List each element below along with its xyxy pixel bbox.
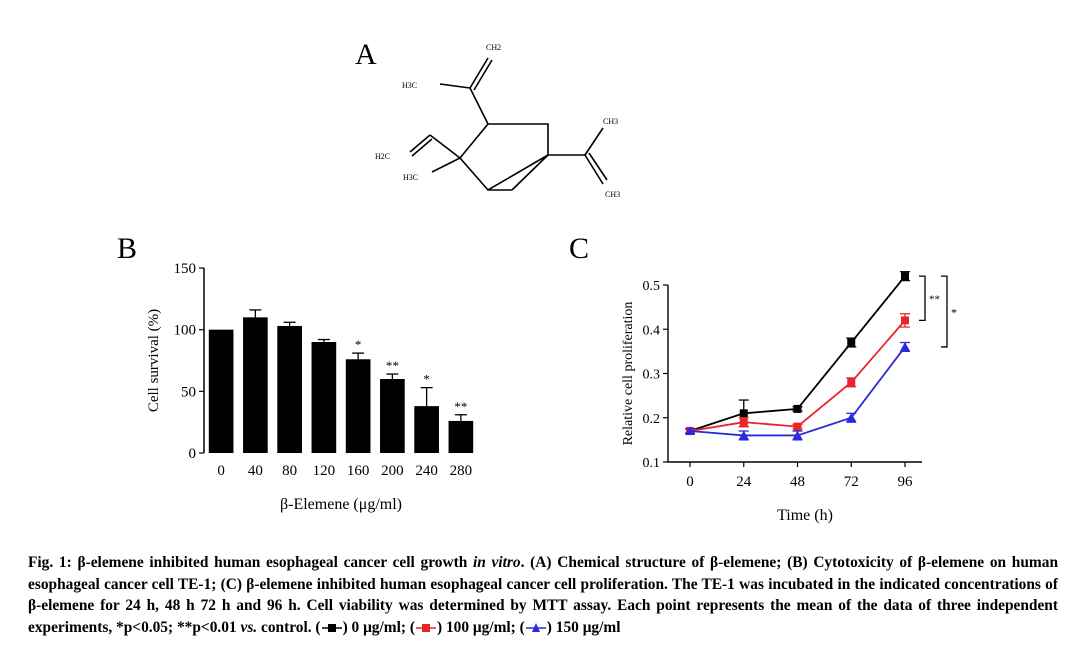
significance-mark: ** [454,399,467,414]
atom-ch3-right: CH3 [603,117,618,126]
panel-a-label: A [355,38,377,71]
x-axis-label: Time (h) [777,507,833,524]
series-line [689,346,906,437]
data-point [793,404,802,413]
bar [414,406,439,453]
caption-legend-150: ) 150 μg/ml [546,618,621,636]
data-point [901,316,909,325]
atom-h2c-left: H2C [375,152,390,161]
bar [208,329,234,453]
bar [345,359,371,453]
significance-bracket [941,275,948,348]
caption-italic-in-vitro: in vitro [473,554,521,571]
data-point [900,341,910,351]
significance-mark: * [355,337,362,352]
y-tick-label: 0.2 [643,412,661,427]
caption-part2: . (A) Chemical structure of β-elemene; (… [28,554,1058,636]
y-axis-label: Cell survival (%) [146,309,162,412]
data-point [792,430,803,440]
x-tick-label: 240 [415,463,438,479]
legend-icon-blue [525,622,546,632]
bar [311,342,337,453]
y-tick-label: 0 [189,446,197,462]
significance-mark: ** [929,293,940,305]
bar [380,379,405,453]
y-tick-label: 50 [181,384,196,400]
bar [448,420,474,453]
x-axis-label: β-Elemene (μg/ml) [280,496,402,513]
data-point [847,338,856,347]
x-tick-label: 40 [248,463,263,479]
significance-mark: * [951,306,957,320]
caption-legend-0: ) 0 μg/ml; ( [342,618,415,636]
legend-icon-black [321,623,342,632]
x-tick-label: 48 [790,474,805,490]
x-tick-label: 160 [347,463,370,479]
chemical-structure: CH2 H3C CH3 H2C H3C CH3 [375,43,620,199]
x-tick-label: 120 [313,463,336,479]
y-tick-label: 0.1 [643,456,661,471]
y-tick-label: 0.4 [643,323,661,338]
y-tick-label: 0.3 [643,368,661,383]
significance-mark: ** [386,358,399,373]
data-point [793,422,802,431]
bar-chart-cell-survival: 0 50 100 150 0 40 80 120 * 160 ** 200 * 240 ** 280 β-Ele… [146,261,474,513]
atom-h3c-top: H3C [402,81,417,90]
atom-h3c-left: H3C [403,173,418,182]
series-line [689,319,906,432]
x-tick-label: 0 [217,463,225,479]
line-chart-proliferation: 0.1 0.2 0.3 0.4 0.5 0 24 48 72 96 Time (h) Relative… [621,271,957,524]
legend-icon-red [415,623,436,632]
significance-mark: * [423,372,430,387]
y-tick-label: 0.5 [643,279,661,294]
caption-fig-label: Fig. 1: [28,554,72,571]
caption-part3: control. ( [257,618,321,636]
bar [277,325,302,453]
x-tick-label: 0 [686,474,694,490]
y-tick-label: 100 [174,323,197,339]
x-tick-label: 80 [282,463,297,479]
x-tick-label: 24 [736,474,752,490]
data-point [847,378,856,387]
x-tick-label: 72 [844,474,859,490]
x-tick-label: 280 [450,463,473,479]
caption-legend-100: ) 100 μg/ml; ( [436,618,525,636]
data-point [739,418,748,427]
y-axis-label: Relative cell proliferation [621,302,636,446]
caption-italic-vs: vs. [240,618,258,636]
atom-ch2-right: CH3 [605,190,620,199]
data-point [685,426,695,436]
atom-ch2-top: CH2 [486,43,501,52]
x-tick-label: 96 [898,474,914,490]
y-tick-label: 150 [174,261,197,277]
panel-b-label: B [117,232,138,265]
caption-part1: β-elemene inhibited human esophageal can… [71,554,473,571]
x-tick-label: 200 [381,463,404,479]
data-point [738,430,749,440]
data-point [846,412,857,422]
figure-caption: Fig. 1: β-elemene inhibited human esopha… [28,552,1058,638]
panel-c-label: C [569,232,590,265]
significance-bracket [919,275,926,322]
data-point [739,409,748,418]
bar [243,317,268,453]
data-point [901,272,909,281]
